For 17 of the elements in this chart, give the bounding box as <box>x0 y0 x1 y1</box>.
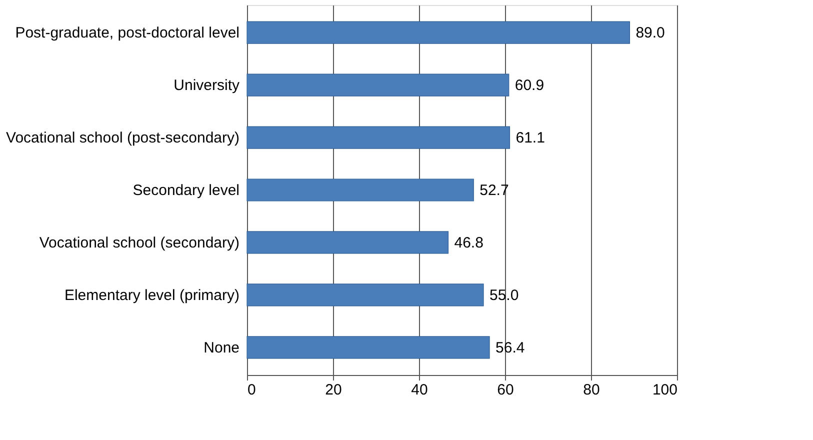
x-tick-label: 60 <box>497 382 514 398</box>
y-tick-label: University <box>174 77 240 94</box>
data-label: 60.9 <box>514 77 544 94</box>
x-tick-label: 100 <box>652 382 678 398</box>
data-label: 89.0 <box>636 24 665 42</box>
x-tick-label: 0 <box>248 382 256 398</box>
y-tick-label: Vocational school (secondary) <box>39 234 240 252</box>
data-label: 46.8 <box>454 234 484 252</box>
x-tick-label: 80 <box>583 382 600 398</box>
x-tick-label: 40 <box>411 382 428 398</box>
y-tick-label: Secondary level <box>132 182 240 199</box>
data-label: 61.1 <box>516 130 545 147</box>
y-tick-label: Vocational school (post-secondary) <box>6 130 240 147</box>
y-tick-label: Elementary level (primary) <box>64 286 240 304</box>
x-tick-label: 20 <box>325 382 342 398</box>
y-tick-label: None <box>204 339 240 356</box>
y-tick-label: Post-graduate, post-doctoral level <box>15 24 240 42</box>
